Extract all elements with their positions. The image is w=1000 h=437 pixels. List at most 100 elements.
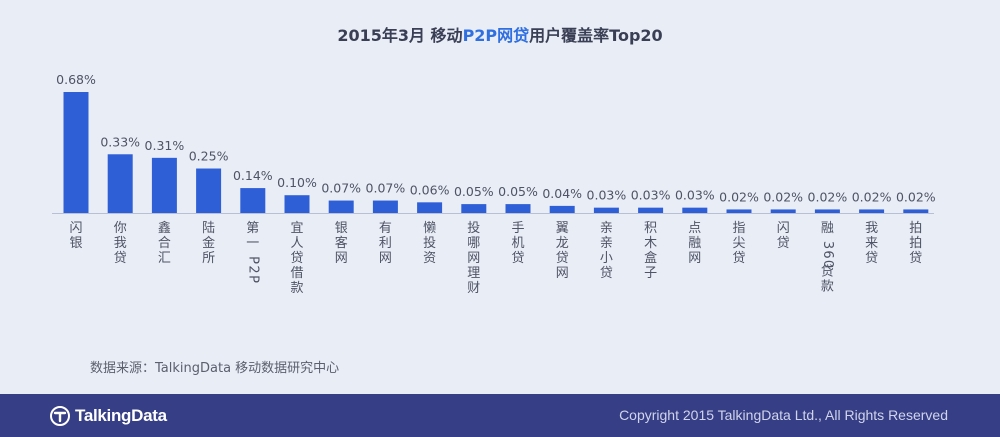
data-label: 0.03% <box>587 188 627 203</box>
svg-text:贷: 贷 <box>114 251 127 266</box>
category-label: 点融网 <box>688 221 701 266</box>
bar-chart: 0.68%闪银0.33%你我贷0.31%鑫合汇0.25%陆金所0.14%第一P2… <box>52 72 936 296</box>
category-label: 陆金所 <box>202 220 215 266</box>
svg-text:闪: 闪 <box>777 221 790 236</box>
svg-text:财: 财 <box>467 281 480 296</box>
svg-text:贷: 贷 <box>732 251 745 266</box>
category-label: 懒投资 <box>423 221 436 266</box>
bar <box>638 207 664 213</box>
bar <box>726 209 752 213</box>
svg-text:贷: 贷 <box>821 265 834 280</box>
svg-text:2: 2 <box>245 265 260 273</box>
footer-bar: TalkingData Copyright 2015 TalkingData L… <box>0 394 1000 437</box>
svg-text:融: 融 <box>821 221 834 236</box>
bar <box>505 204 531 213</box>
data-label: 0.07% <box>321 181 361 196</box>
svg-text:亲: 亲 <box>600 221 613 236</box>
data-label: 0.31% <box>145 138 185 153</box>
bar <box>903 209 929 213</box>
svg-text:贷: 贷 <box>777 236 790 251</box>
data-label: 0.02% <box>808 189 848 204</box>
data-label: 0.06% <box>410 182 450 197</box>
svg-text:6: 6 <box>820 250 835 258</box>
copyright-text: Copyright 2015 TalkingData Ltd., All Rig… <box>619 407 948 423</box>
svg-text:鑫: 鑫 <box>158 220 171 236</box>
data-source: 数据来源：TalkingData 移动数据研究中心 <box>90 361 340 376</box>
logo-text: TalkingData <box>75 406 167 425</box>
svg-text:尖: 尖 <box>732 236 745 251</box>
svg-text:龙: 龙 <box>556 236 569 251</box>
category-label: 指尖贷 <box>732 221 745 266</box>
svg-text:0: 0 <box>820 260 835 268</box>
svg-text:银: 银 <box>335 221 348 236</box>
svg-text:宜: 宜 <box>290 221 303 236</box>
svg-text:银: 银 <box>69 236 82 251</box>
data-label: 0.03% <box>631 188 671 203</box>
bar <box>814 209 840 213</box>
bar <box>417 202 443 213</box>
svg-text:我: 我 <box>865 221 878 236</box>
data-label: 0.25% <box>189 149 229 164</box>
svg-text:款: 款 <box>290 281 303 296</box>
category-label: 我来贷 <box>865 221 878 266</box>
data-label: 0.02% <box>852 189 892 204</box>
bar <box>770 209 796 213</box>
svg-text:懒: 懒 <box>423 221 436 236</box>
data-label: 0.05% <box>498 184 538 199</box>
svg-text:点: 点 <box>688 221 701 236</box>
svg-text:一: 一 <box>246 236 259 251</box>
svg-text:利: 利 <box>379 236 392 251</box>
bar <box>549 205 575 213</box>
title-suffix: 用户覆盖率Top20 <box>529 26 663 45</box>
bar <box>859 209 885 213</box>
svg-text:3: 3 <box>820 241 835 249</box>
title-prefix: 2015年3月 移动 <box>337 26 463 45</box>
svg-text:亲: 亲 <box>600 236 613 251</box>
svg-text:款: 款 <box>821 280 834 295</box>
title-highlight: P2P网贷 <box>462 26 530 45</box>
svg-text:来: 来 <box>865 236 878 251</box>
svg-text:人: 人 <box>290 236 303 251</box>
bar <box>372 200 398 213</box>
category-label: 闪银 <box>69 221 82 251</box>
svg-text:有: 有 <box>379 221 392 236</box>
svg-text:指: 指 <box>732 221 745 236</box>
svg-text:你: 你 <box>114 221 127 236</box>
svg-text:翼: 翼 <box>556 221 569 236</box>
svg-text:木: 木 <box>644 236 657 251</box>
svg-text:网: 网 <box>467 251 480 266</box>
category-label: 你我贷 <box>114 221 127 266</box>
category-label: 有利网 <box>379 221 392 266</box>
bar <box>593 207 619 213</box>
svg-text:P: P <box>245 256 260 264</box>
talkingdata-logo: TalkingData <box>50 405 167 427</box>
svg-text:资: 资 <box>423 251 436 266</box>
category-label: 闪贷 <box>777 221 790 251</box>
svg-text:贷: 贷 <box>556 251 569 266</box>
svg-text:投: 投 <box>423 235 436 251</box>
svg-text:借: 借 <box>290 266 303 281</box>
svg-text:贷: 贷 <box>865 251 878 266</box>
svg-text:汇: 汇 <box>158 251 171 266</box>
svg-text:第: 第 <box>246 221 259 236</box>
svg-text:网: 网 <box>379 251 392 266</box>
svg-text:贷: 贷 <box>511 251 524 266</box>
bar <box>63 92 89 213</box>
svg-text:积: 积 <box>644 221 657 236</box>
svg-text:小: 小 <box>600 251 613 266</box>
svg-text:理: 理 <box>467 266 480 281</box>
bar <box>682 207 708 213</box>
category-label: 融 36 0贷款 <box>820 221 835 295</box>
svg-text:拍: 拍 <box>909 236 922 251</box>
svg-text:贷: 贷 <box>600 266 613 281</box>
data-label: 0.03% <box>675 188 715 203</box>
svg-text:子: 子 <box>644 266 657 281</box>
data-label: 0.05% <box>454 184 494 199</box>
svg-text:金: 金 <box>202 235 215 251</box>
svg-text:盒: 盒 <box>644 250 657 266</box>
